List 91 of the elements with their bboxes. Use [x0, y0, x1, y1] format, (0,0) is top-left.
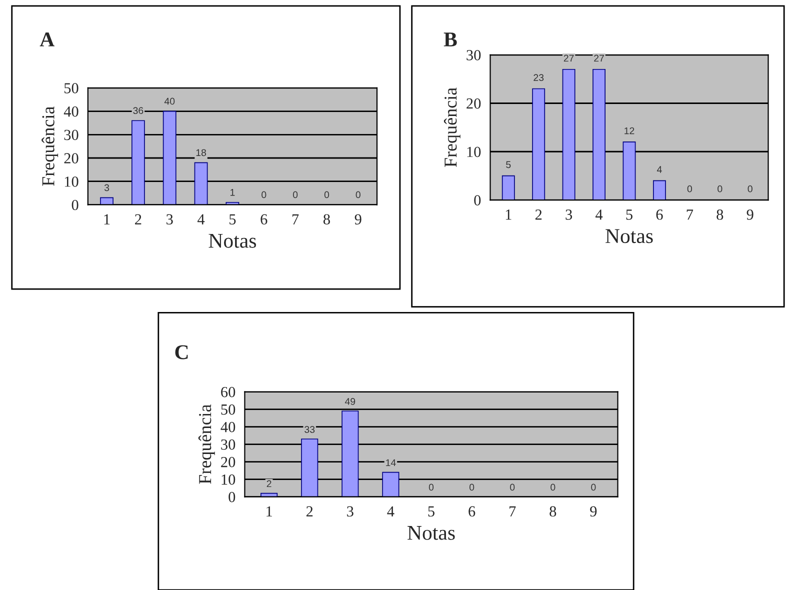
y-tick-label: 10 — [222, 474, 236, 485]
data-label: 0 — [324, 191, 330, 198]
x-axis-title: Notas — [208, 234, 256, 248]
bar — [342, 410, 359, 497]
data-label: 2 — [266, 480, 272, 488]
y-tick-label: 10 — [64, 176, 78, 187]
bar — [131, 120, 145, 205]
bar — [622, 142, 636, 200]
data-label: 0 — [718, 185, 722, 192]
data-label: 0 — [428, 484, 434, 491]
x-tick-label: 4 — [596, 210, 603, 220]
y-tick-label: 40 — [220, 422, 236, 432]
x-tick-label: 1 — [104, 214, 110, 224]
y-tick-label: 60 — [221, 386, 236, 398]
y-tick-label: 0 — [228, 492, 236, 502]
y-tick-label: 30 — [64, 130, 78, 140]
data-label: 0 — [510, 484, 515, 491]
y-axis-title: Frequência — [444, 88, 460, 168]
x-tick-label: 3 — [347, 506, 354, 517]
y-axis-title: Frequência — [42, 106, 58, 186]
data-label: 0 — [591, 484, 596, 491]
x-tick-label: 9 — [354, 214, 362, 225]
y-tick-label: 50 — [221, 404, 236, 415]
x-tick-label: 9 — [746, 210, 754, 220]
x-tick-label: 7 — [292, 214, 299, 224]
data-label: 3 — [104, 184, 110, 192]
data-label: 12 — [624, 127, 634, 134]
x-tick-label: 8 — [323, 214, 330, 225]
y-tick-label: 0 — [474, 195, 481, 206]
data-label: 14 — [386, 459, 396, 466]
y-axis-title: Frequência — [198, 404, 215, 484]
bar — [532, 88, 546, 200]
y-tick-label: 10 — [467, 146, 481, 158]
x-tick-label: 3 — [566, 210, 572, 220]
y-tick-label: 40 — [64, 106, 78, 117]
data-label: 36 — [133, 107, 144, 114]
x-tick-label: 5 — [626, 210, 632, 220]
x-tick-label: 3 — [166, 214, 173, 225]
data-label: 27 — [564, 54, 574, 62]
data-label: 0 — [748, 185, 752, 192]
bar — [502, 175, 515, 200]
data-label: 49 — [344, 398, 356, 405]
y-tick-label: 20 — [64, 153, 78, 164]
x-axis-title: Notas — [408, 526, 455, 540]
x-tick-label: 2 — [535, 210, 542, 220]
chart-title: B — [444, 32, 457, 46]
x-tick-label: 2 — [135, 214, 142, 224]
bar — [562, 68, 576, 200]
x-tick-label: 8 — [550, 506, 556, 517]
data-label: 4 — [656, 166, 662, 173]
data-label: 27 — [594, 54, 604, 62]
data-label: 0 — [262, 191, 266, 198]
data-label: 0 — [356, 191, 360, 198]
x-tick-label: 4 — [387, 506, 394, 516]
y-tick-label: 50 — [64, 83, 78, 94]
bar — [194, 162, 208, 205]
y-tick-label: 30 — [221, 439, 236, 450]
x-tick-label: 1 — [266, 506, 272, 516]
x-tick-label: 5 — [428, 506, 434, 517]
y-tick-label: 0 — [72, 200, 78, 210]
bar — [652, 180, 666, 200]
bar — [592, 68, 606, 200]
data-label: 40 — [164, 98, 175, 105]
x-tick-label: 1 — [506, 210, 512, 220]
x-tick-label: 7 — [686, 210, 694, 220]
bar — [301, 438, 318, 497]
x-tick-label: 6 — [260, 214, 268, 225]
y-tick-label: 20 — [221, 456, 236, 468]
x-tick-label: 8 — [716, 209, 724, 220]
chart-title: C — [175, 345, 188, 360]
y-tick-label: 20 — [466, 98, 481, 109]
x-tick-label: 5 — [230, 214, 236, 225]
bar — [382, 472, 400, 497]
y-tick-label: 30 — [466, 50, 481, 60]
x-tick-label: 7 — [510, 506, 516, 516]
x-tick-label: 6 — [468, 506, 476, 517]
x-tick-label: 2 — [306, 506, 313, 516]
data-label: 0 — [687, 185, 692, 192]
data-label: 1 — [230, 189, 235, 196]
data-label: 33 — [304, 426, 315, 433]
chart-title: A — [40, 32, 54, 46]
data-label: 5 — [506, 161, 511, 168]
x-tick-label: 6 — [656, 210, 663, 220]
x-axis-title: Notas — [606, 229, 653, 244]
data-label: 23 — [534, 74, 544, 82]
data-label: 0 — [292, 191, 298, 198]
data-label: 18 — [196, 149, 206, 156]
data-label: 0 — [550, 484, 556, 491]
bar — [162, 110, 176, 205]
x-tick-label: 9 — [590, 506, 597, 517]
x-tick-label: 4 — [198, 214, 205, 224]
